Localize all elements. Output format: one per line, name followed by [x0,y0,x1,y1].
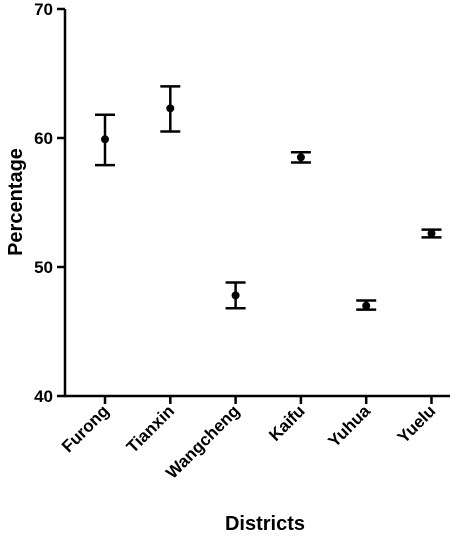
y-axis-title: Percentage [5,148,27,256]
x-tick-label: Tianxin [123,401,178,456]
data-point [231,291,240,300]
data-point [101,135,109,144]
y-tick-label: 60 [34,129,53,148]
x-tick-label: Kaifu [265,401,308,444]
x-axis-title: Districts [225,513,305,535]
data-point [362,301,371,310]
y-tick-label: 50 [34,258,53,277]
y-tick-label: 70 [34,0,53,19]
plot-area [95,85,442,311]
data-point [427,229,436,238]
data-point [166,104,175,113]
data-point [296,153,305,162]
x-tick-label: Furong [58,401,113,456]
y-tick-label: 40 [34,387,53,406]
x-tick-label: Yuhua [325,401,375,451]
x-tick-label: Yuelu [394,401,440,447]
